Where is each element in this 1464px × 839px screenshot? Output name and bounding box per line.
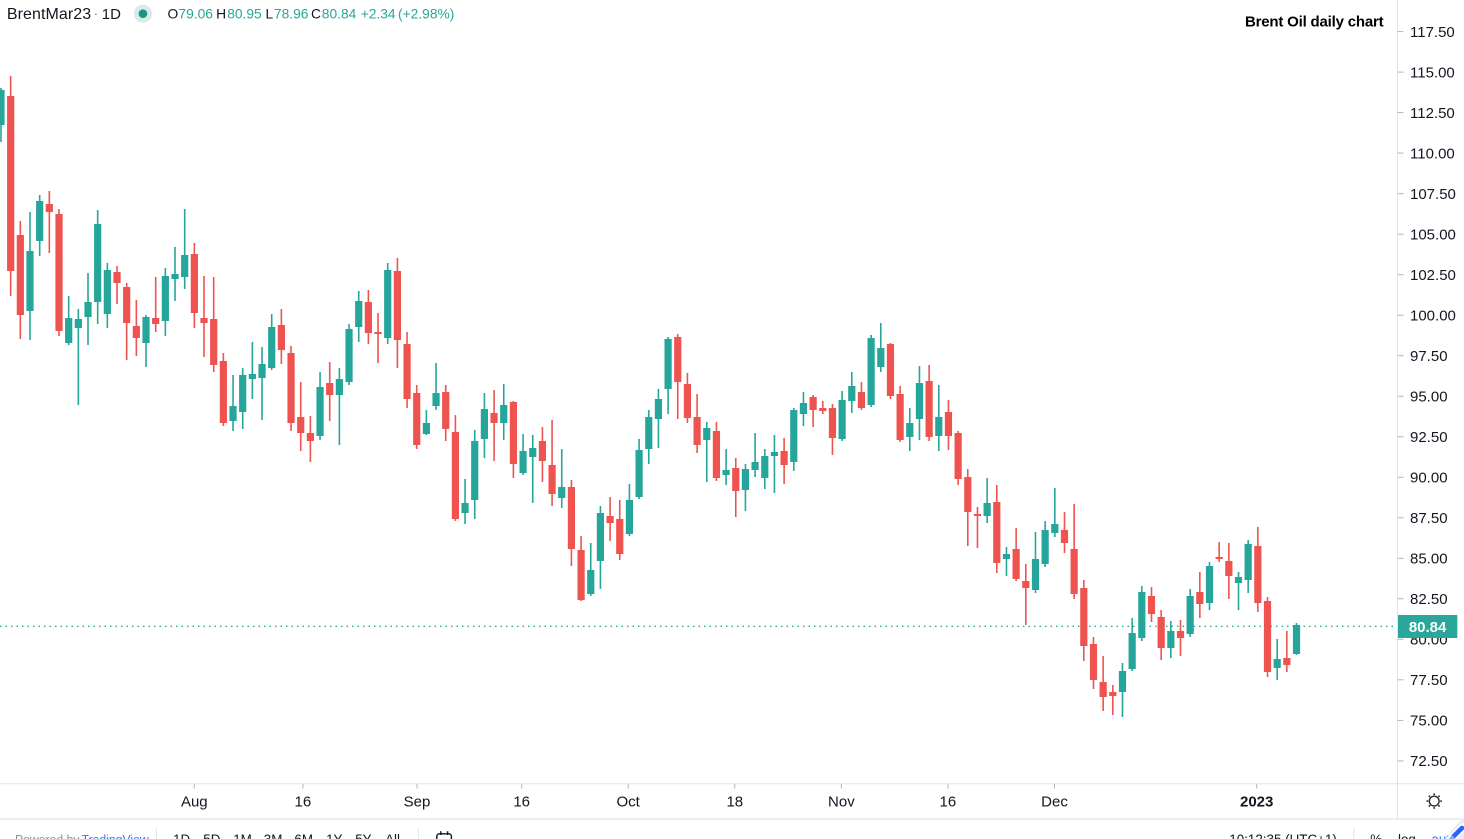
svg-text:102.50: 102.50 bbox=[1410, 267, 1456, 284]
svg-text:80.84: 80.84 bbox=[322, 7, 357, 22]
svg-text:90.00: 90.00 bbox=[1410, 470, 1448, 487]
svg-text:16: 16 bbox=[940, 793, 957, 810]
svg-text:92.50: 92.50 bbox=[1410, 429, 1448, 446]
svg-text:80.95: 80.95 bbox=[227, 7, 262, 22]
svg-text:117.50: 117.50 bbox=[1410, 24, 1455, 41]
svg-text:110.00: 110.00 bbox=[1410, 145, 1455, 162]
svg-text:82.50: 82.50 bbox=[1410, 591, 1448, 608]
svg-text:auto: auto bbox=[1431, 832, 1457, 839]
svg-text:+2.34: +2.34 bbox=[361, 7, 396, 22]
svg-text:77.50: 77.50 bbox=[1410, 672, 1448, 689]
svg-text:%: % bbox=[1370, 832, 1382, 839]
svg-text:72.50: 72.50 bbox=[1410, 753, 1448, 770]
svg-text:Powered by: Powered by bbox=[15, 833, 80, 839]
svg-text:1D: 1D bbox=[173, 832, 190, 839]
svg-text:1M: 1M bbox=[233, 832, 252, 839]
svg-text:log: log bbox=[1398, 832, 1416, 839]
svg-text:BrentMar23: BrentMar23 bbox=[7, 6, 91, 23]
svg-text:C: C bbox=[311, 7, 321, 22]
svg-text:Oct: Oct bbox=[617, 793, 641, 810]
svg-text:TradingView: TradingView bbox=[82, 833, 149, 839]
svg-text:97.50: 97.50 bbox=[1410, 348, 1448, 365]
svg-text:Brent Oil daily chart: Brent Oil daily chart bbox=[1245, 13, 1384, 30]
svg-text:1D: 1D bbox=[102, 6, 121, 23]
svg-text:3M: 3M bbox=[264, 832, 283, 839]
svg-text:Dec: Dec bbox=[1041, 793, 1068, 810]
svg-text:10:12:35 (UTC+1): 10:12:35 (UTC+1) bbox=[1229, 832, 1337, 839]
svg-text:87.50: 87.50 bbox=[1410, 510, 1448, 527]
svg-text:75.00: 75.00 bbox=[1410, 713, 1448, 730]
svg-text:16: 16 bbox=[295, 793, 312, 810]
svg-text:1Y: 1Y bbox=[326, 832, 342, 839]
svg-text:5D: 5D bbox=[203, 832, 220, 839]
svg-text:(+2.98%): (+2.98%) bbox=[398, 7, 454, 22]
svg-text:112.50: 112.50 bbox=[1410, 105, 1455, 122]
svg-text:O: O bbox=[168, 7, 179, 22]
svg-text:L: L bbox=[266, 7, 274, 22]
svg-text:79.06: 79.06 bbox=[178, 7, 213, 22]
svg-text:Aug: Aug bbox=[181, 793, 208, 810]
svg-text:78.96: 78.96 bbox=[274, 7, 309, 22]
svg-text:Sep: Sep bbox=[404, 793, 431, 810]
svg-text:·: · bbox=[94, 5, 99, 21]
svg-text:85.00: 85.00 bbox=[1410, 551, 1448, 568]
svg-text:All: All bbox=[385, 832, 400, 839]
svg-text:80.84: 80.84 bbox=[1409, 619, 1447, 636]
svg-text:6M: 6M bbox=[294, 832, 313, 839]
svg-text:16: 16 bbox=[513, 793, 530, 810]
svg-text:H: H bbox=[216, 7, 226, 22]
svg-text:105.00: 105.00 bbox=[1410, 227, 1456, 244]
svg-text:Nov: Nov bbox=[828, 793, 855, 810]
svg-text:100.00: 100.00 bbox=[1410, 308, 1456, 325]
svg-text:95.00: 95.00 bbox=[1410, 389, 1448, 406]
svg-text:2023: 2023 bbox=[1240, 793, 1273, 810]
svg-text:107.50: 107.50 bbox=[1410, 186, 1456, 203]
svg-text:115.00: 115.00 bbox=[1410, 64, 1455, 81]
svg-text:18: 18 bbox=[726, 793, 743, 810]
svg-text:5Y: 5Y bbox=[355, 832, 371, 839]
